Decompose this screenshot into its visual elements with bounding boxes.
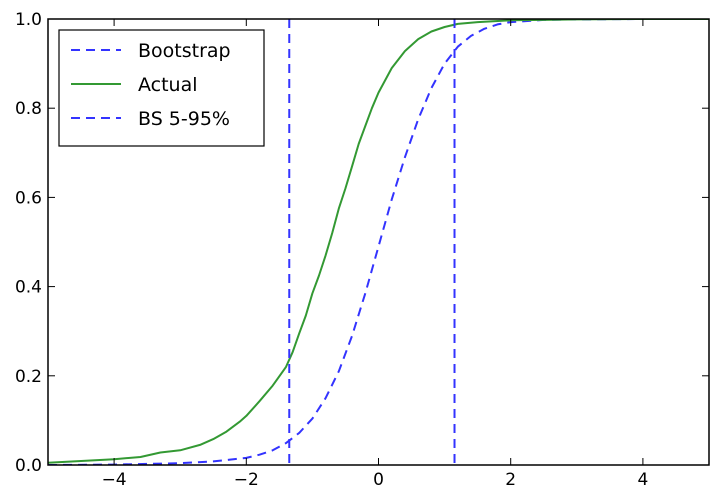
legend-label: Bootstrap <box>138 40 231 62</box>
x-tick-label: −2 <box>234 470 259 490</box>
y-tick-label: 0.6 <box>15 188 42 208</box>
y-tick-label: 0.2 <box>15 367 42 387</box>
series-layer <box>48 19 709 465</box>
y-tick-label: 0.4 <box>15 278 42 298</box>
y-tick-label: 1.0 <box>15 10 42 30</box>
x-tick-label: −4 <box>102 470 127 490</box>
legend: Bootstrap Actual BS 5-95% <box>58 29 265 147</box>
series-2-line <box>48 19 709 464</box>
x-tick-label: 2 <box>505 470 516 490</box>
legend-label: BS 5-95% <box>138 108 230 130</box>
y-tick-label: 0.0 <box>15 456 42 476</box>
ticks-layer: −4 −2 0 2 4 0.0 0.2 0.4 0.6 0.8 1.0 <box>15 10 709 490</box>
x-tick-label: 4 <box>637 470 648 490</box>
y-tick-label: 0.8 <box>15 99 42 119</box>
x-tick-label: 0 <box>373 470 384 490</box>
legend-label: Actual <box>138 74 198 96</box>
